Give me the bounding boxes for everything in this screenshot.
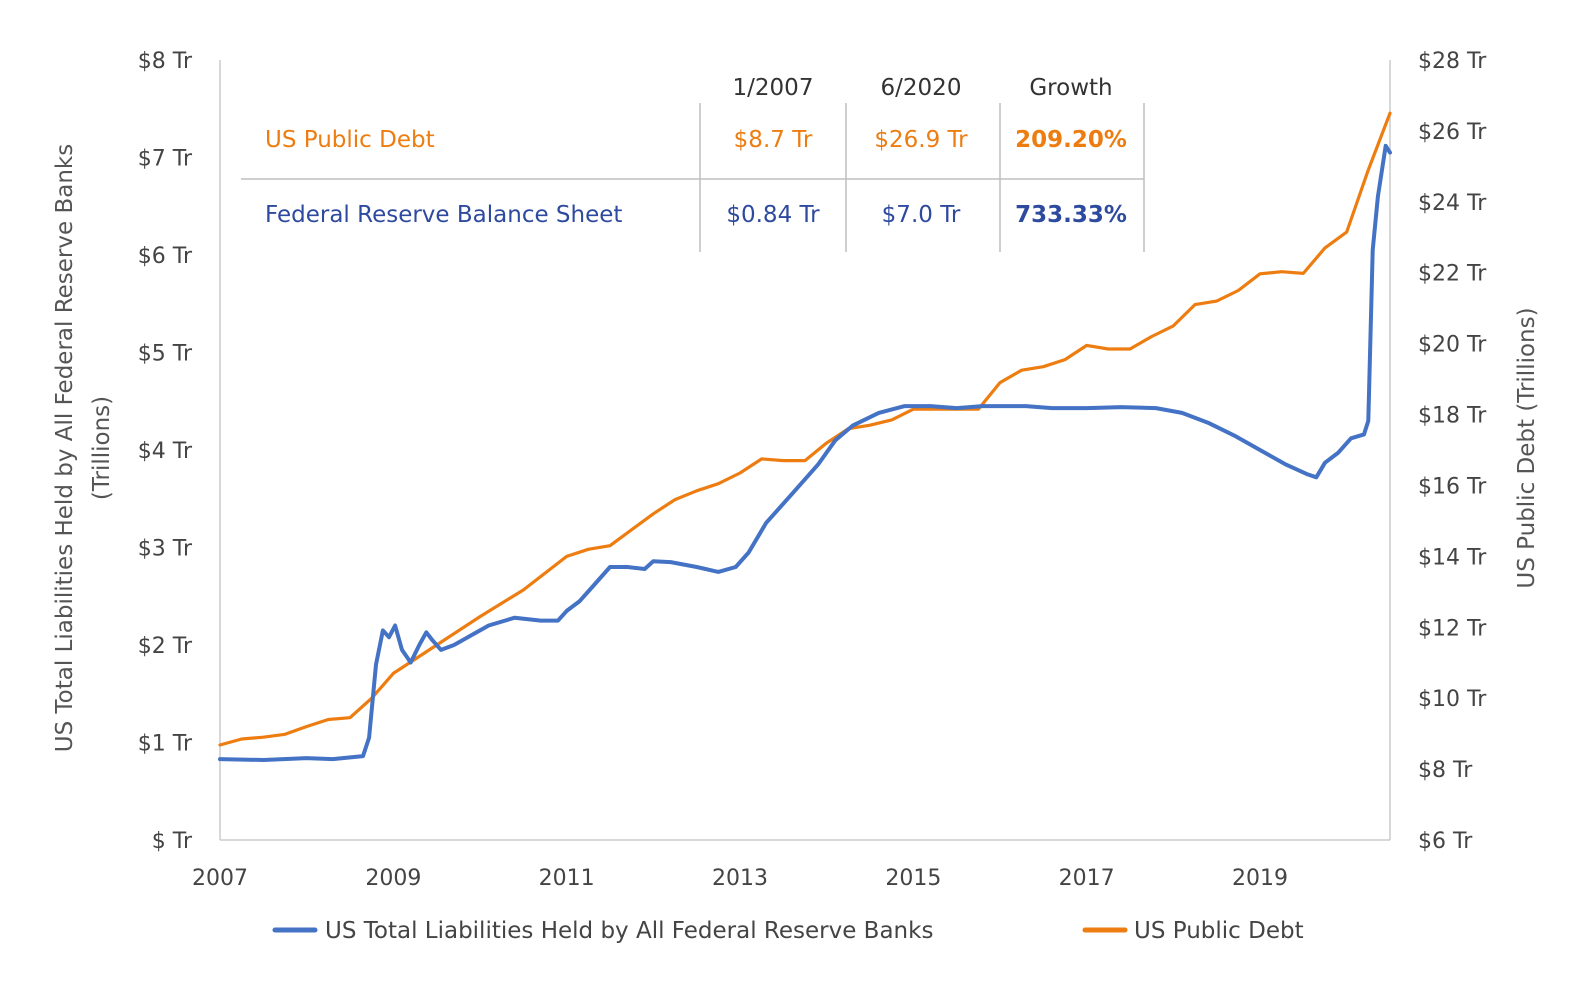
- left-tick-label: $ Tr: [152, 829, 193, 854]
- series-line-fed-liabilities: [218, 143, 1392, 762]
- right-tick-label: $24 Tr: [1418, 191, 1487, 216]
- table-header-growth: Growth: [1029, 75, 1112, 101]
- right-tick-label: $22 Tr: [1418, 262, 1487, 287]
- x-tick-label: 2007: [192, 866, 248, 891]
- right-axis-title: US Public Debt (Trillions): [1514, 307, 1540, 588]
- table-row-label-fed: Federal Reserve Balance Sheet: [265, 202, 622, 228]
- table-header-2020: 6/2020: [881, 75, 962, 101]
- right-tick-label: $16 Tr: [1418, 474, 1487, 499]
- legend-label-fed: US Total Liabilities Held by All Federal…: [325, 918, 933, 944]
- left-tick-label: $6 Tr: [138, 244, 193, 269]
- table-cell-fed-growth: 733.33%: [1015, 202, 1127, 228]
- left-tick-label: $3 Tr: [138, 537, 193, 562]
- x-tick-label: 2011: [539, 866, 595, 891]
- table-row-label-debt: US Public Debt: [265, 127, 435, 153]
- series-layer: [218, 111, 1392, 762]
- left-tick-label: $7 Tr: [138, 147, 193, 172]
- series-line-public-debt: [218, 111, 1392, 747]
- right-tick-label: $12 Tr: [1418, 616, 1487, 641]
- legend: US Total Liabilities Held by All Federal…: [272, 918, 1304, 944]
- x-tick-label: 2009: [365, 866, 421, 891]
- left-tick-label: $8 Tr: [138, 49, 193, 74]
- left-tick-label: $4 Tr: [138, 439, 193, 464]
- left-axis-title-units: (Trillions): [89, 396, 115, 500]
- x-tick-label: 2017: [1059, 866, 1115, 891]
- left-axis-title: US Total Liabilities Held by All Federal…: [52, 144, 78, 752]
- table-cell-debt-growth: 209.20%: [1015, 127, 1127, 153]
- right-tick-label: $10 Tr: [1418, 687, 1487, 712]
- summary-table: 1/2007 6/2020 Growth US Public Debt $8.7…: [241, 75, 1145, 252]
- x-axis-ticks: 2007 2009 2011 2013 2015 2017 2019: [192, 866, 1288, 891]
- legend-label-debt: US Public Debt: [1134, 918, 1304, 944]
- table-cell-debt-2020: $26.9 Tr: [874, 127, 968, 153]
- right-tick-label: $6 Tr: [1418, 829, 1473, 854]
- left-tick-label: $2 Tr: [138, 634, 193, 659]
- x-tick-label: 2015: [885, 866, 941, 891]
- left-tick-label: $5 Tr: [138, 342, 193, 367]
- left-tick-label: $1 Tr: [138, 732, 193, 757]
- x-tick-label: 2019: [1232, 866, 1288, 891]
- right-tick-label: $14 Tr: [1418, 545, 1487, 570]
- table-cell-fed-2007: $0.84 Tr: [726, 202, 820, 228]
- right-tick-label: $28 Tr: [1418, 49, 1487, 74]
- right-tick-label: $18 Tr: [1418, 404, 1487, 429]
- right-tick-label: $8 Tr: [1418, 758, 1473, 783]
- left-axis-ticks: $ Tr $1 Tr $2 Tr $3 Tr $4 Tr $5 Tr $6 Tr $7 Tr $…: [138, 49, 193, 854]
- right-axis-ticks: $6 Tr $8 Tr $10 Tr $12 Tr $14 Tr $16 Tr $18 Tr…: [1418, 49, 1487, 854]
- table-cell-fed-2020: $7.0 Tr: [882, 202, 961, 228]
- table-cell-debt-2007: $8.7 Tr: [734, 127, 813, 153]
- right-tick-label: $20 Tr: [1418, 333, 1487, 358]
- right-tick-label: $26 Tr: [1418, 120, 1487, 145]
- table-header-2007: 1/2007: [733, 75, 814, 101]
- x-tick-label: 2013: [712, 866, 768, 891]
